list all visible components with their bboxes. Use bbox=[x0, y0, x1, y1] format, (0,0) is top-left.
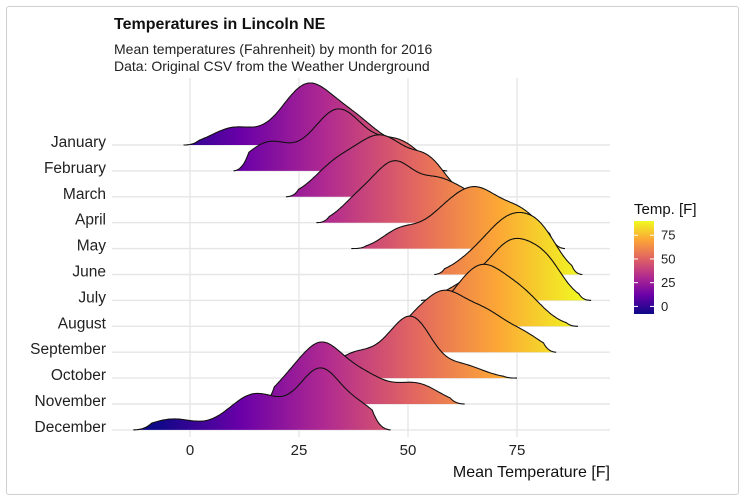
ridge-outline-may bbox=[351, 186, 566, 250]
legend-tick-label: 25 bbox=[661, 275, 675, 290]
ridge-outline-december bbox=[133, 367, 391, 431]
ridge-outline-march bbox=[285, 134, 465, 198]
x-tick-label: 50 bbox=[400, 442, 417, 459]
chart-title: Temperatures in Lincoln NE bbox=[114, 16, 326, 33]
y-tick-label: April bbox=[75, 212, 106, 229]
ridge-outline-november bbox=[259, 341, 465, 405]
ridge-outline-january bbox=[183, 82, 404, 146]
y-tick-label: December bbox=[35, 419, 107, 436]
y-tick-label: November bbox=[35, 393, 107, 410]
legend-colorbar bbox=[634, 221, 654, 314]
y-tick-label: February bbox=[44, 160, 106, 177]
y-tick-label: January bbox=[51, 134, 106, 151]
ridge-area-october bbox=[325, 316, 517, 379]
chart-subtitle-line1: Mean temperatures (Fahrenheit) by month … bbox=[114, 41, 433, 57]
legend-title: Temp. [F] bbox=[634, 201, 697, 218]
legend: Temp. [F] 0 25 50 75 bbox=[634, 201, 697, 314]
ridge-outline-october bbox=[325, 315, 517, 379]
y-tick-label: October bbox=[51, 367, 106, 384]
x-tick-label: 75 bbox=[509, 442, 526, 459]
x-tick-label: 0 bbox=[186, 442, 194, 459]
chart-subtitle: Mean temperatures (Fahrenheit) by month … bbox=[114, 41, 432, 75]
y-axis-labels: January February March April May June July Augu… bbox=[30, 134, 107, 436]
legend-tick-label: 75 bbox=[661, 228, 675, 243]
ridges-layer bbox=[133, 82, 592, 431]
ridge-outline-february bbox=[233, 108, 448, 172]
legend-tick-label: 50 bbox=[661, 251, 675, 266]
x-axis-title: Mean Temperature [F] bbox=[453, 464, 610, 481]
y-tick-label: July bbox=[78, 289, 106, 306]
ridge-outline-june bbox=[434, 211, 583, 276]
ridge-outline-july bbox=[421, 237, 592, 301]
legend-tick-label: 0 bbox=[661, 299, 668, 314]
ridge-area-december bbox=[133, 367, 391, 430]
y-tick-label: June bbox=[72, 264, 106, 281]
chart-subtitle-line2: Data: Original CSV from the Weather Unde… bbox=[114, 58, 430, 74]
y-tick-label: August bbox=[58, 315, 107, 332]
y-tick-label: May bbox=[77, 238, 107, 255]
y-tick-label: March bbox=[63, 186, 106, 203]
x-axis-labels: 0 25 50 75 bbox=[186, 442, 526, 459]
y-tick-label: September bbox=[30, 341, 106, 358]
x-tick-label: 25 bbox=[291, 442, 308, 459]
